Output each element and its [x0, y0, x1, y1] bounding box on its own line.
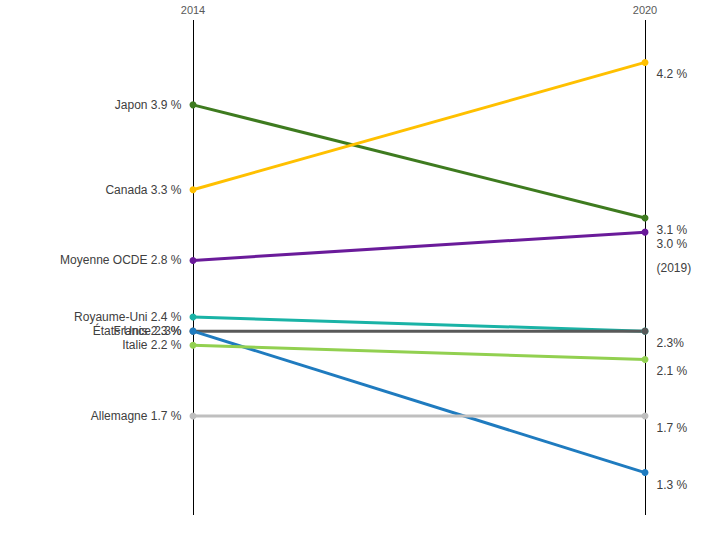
svg-text:2020: 2020: [633, 4, 657, 16]
svg-text:4.2 %: 4.2 %: [657, 67, 688, 81]
svg-text:Italie 2.2 %: Italie 2.2 %: [122, 338, 182, 352]
svg-text:2.3%: 2.3%: [657, 336, 685, 350]
svg-text:(2019): (2019): [657, 261, 692, 275]
svg-text:2014: 2014: [181, 4, 205, 16]
svg-text:Canada 3.3 %: Canada 3.3 %: [105, 183, 181, 197]
svg-text:Allemagne 1.7 %: Allemagne 1.7 %: [91, 409, 182, 423]
svg-text:3.0 %: 3.0 %: [657, 237, 688, 251]
svg-text:1.3 %: 1.3 %: [657, 478, 688, 492]
svg-text:Japon 3.9 %: Japon 3.9 %: [115, 98, 182, 112]
svg-text:Moyenne OCDE 2.8 %: Moyenne OCDE 2.8 %: [60, 253, 182, 267]
svg-text:2.1 %: 2.1 %: [657, 364, 688, 378]
svg-text:Royaume-Uni 2.4 %: Royaume-Uni 2.4 %: [74, 310, 182, 324]
svg-text:3.1 %: 3.1 %: [657, 223, 688, 237]
svg-text:États Unis 2.3 %: États Unis 2.3 %: [93, 323, 182, 338]
svg-text:1.7 %: 1.7 %: [657, 421, 688, 435]
